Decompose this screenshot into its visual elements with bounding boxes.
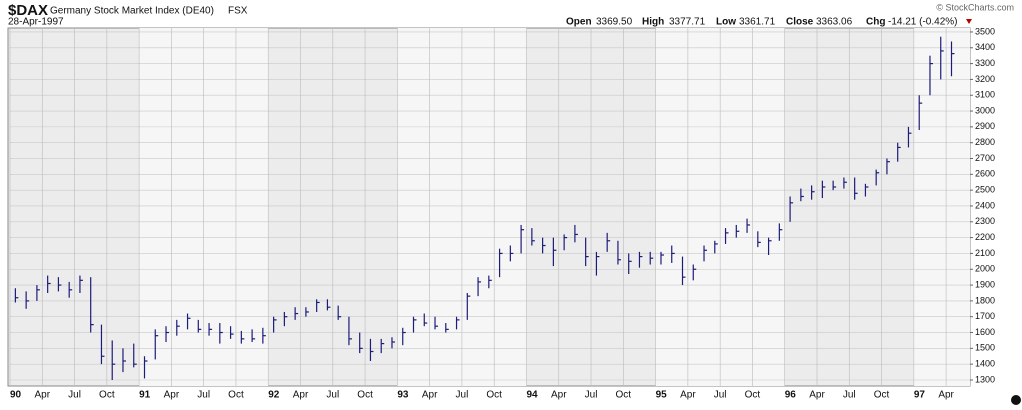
down-arrow bbox=[966, 19, 972, 24]
date: 28-Apr-1997 bbox=[8, 17, 64, 28]
close-value: 3363.06 bbox=[816, 17, 853, 28]
x-tick-label: 91 bbox=[139, 390, 151, 401]
x-tick-label: Jul bbox=[585, 390, 598, 401]
y-tick-label: 1300 bbox=[975, 374, 995, 384]
y-tick-label: 2200 bbox=[975, 232, 995, 242]
x-tick-label: Apr bbox=[422, 390, 438, 401]
y-tick-label: 2100 bbox=[975, 248, 995, 258]
y-tick-label: 2500 bbox=[975, 185, 995, 195]
high-value: 3377.71 bbox=[669, 17, 706, 28]
y-tick-label: 2000 bbox=[975, 264, 995, 274]
x-tick-label: Jul bbox=[326, 390, 339, 401]
x-tick-label: 90 bbox=[10, 390, 22, 401]
x-tick-label: Apr bbox=[551, 390, 567, 401]
y-tick-label: 1600 bbox=[975, 327, 995, 337]
x-tick-label: 92 bbox=[268, 390, 280, 401]
symbol: $DAX bbox=[8, 2, 48, 19]
x-tick-label: Apr bbox=[34, 390, 50, 401]
x-tick-label: Jul bbox=[714, 390, 727, 401]
open-value: 3369.50 bbox=[596, 17, 633, 28]
y-tick-label: 3400 bbox=[975, 42, 995, 52]
y-tick-label: 2400 bbox=[975, 200, 995, 210]
x-tick-label: 96 bbox=[785, 390, 797, 401]
x-tick-label: 97 bbox=[914, 390, 926, 401]
y-tick-label: 2300 bbox=[975, 216, 995, 226]
brand: © StockCharts.com bbox=[936, 2, 1014, 12]
y-tick-label: 2800 bbox=[975, 137, 995, 147]
high-label: High bbox=[642, 17, 664, 28]
x-tick-label: Oct bbox=[99, 390, 115, 401]
x-tick-label: Oct bbox=[228, 390, 244, 401]
y-tick-label: 1900 bbox=[975, 279, 995, 289]
x-tick-label: Oct bbox=[357, 390, 373, 401]
x-tick-label: Jul bbox=[843, 390, 856, 401]
x-tick-label: Apr bbox=[164, 390, 180, 401]
x-tick-label: Oct bbox=[745, 390, 761, 401]
x-tick-label: 93 bbox=[397, 390, 409, 401]
x-tick-label: Jul bbox=[197, 390, 210, 401]
x-tick-label: Apr bbox=[938, 390, 954, 401]
y-tick-label: 3200 bbox=[975, 74, 995, 84]
chg-value: -14.21 (-0.42%) bbox=[888, 17, 957, 28]
x-tick-label: Jul bbox=[68, 390, 81, 401]
y-tick-label: 1700 bbox=[975, 311, 995, 321]
exchange: FSX bbox=[228, 6, 248, 17]
x-tick-label: Jul bbox=[456, 390, 469, 401]
x-tick-label: Apr bbox=[293, 390, 309, 401]
low-label: Low bbox=[716, 17, 736, 28]
y-tick-label: 3300 bbox=[975, 58, 995, 68]
dot bbox=[1011, 395, 1021, 405]
y-tick-label: 3000 bbox=[975, 105, 995, 115]
year-band bbox=[913, 28, 970, 386]
low-value: 3361.71 bbox=[739, 17, 776, 28]
y-tick-label: 1800 bbox=[975, 295, 995, 305]
x-tick-label: Oct bbox=[486, 390, 502, 401]
y-tick-label: 1400 bbox=[975, 359, 995, 369]
y-tick-label: 2600 bbox=[975, 169, 995, 179]
x-tick-label: Apr bbox=[680, 390, 696, 401]
x-tick-label: Apr bbox=[809, 390, 825, 401]
open-label: Open bbox=[566, 17, 592, 28]
x-tick-label: Oct bbox=[874, 390, 890, 401]
close-label: Close bbox=[786, 17, 814, 28]
index-name: Germany Stock Market Index (DE40) bbox=[50, 6, 214, 17]
y-tick-label: 1500 bbox=[975, 343, 995, 353]
x-tick-label: Oct bbox=[616, 390, 632, 401]
chg-label: Chg bbox=[866, 17, 885, 28]
y-tick-label: 2700 bbox=[975, 153, 995, 163]
y-tick-label: 3500 bbox=[975, 26, 995, 36]
x-tick-label: 94 bbox=[526, 390, 538, 401]
x-tick-label: 95 bbox=[656, 390, 668, 401]
y-tick-label: 3100 bbox=[975, 90, 995, 100]
y-tick-label: 2900 bbox=[975, 121, 995, 131]
